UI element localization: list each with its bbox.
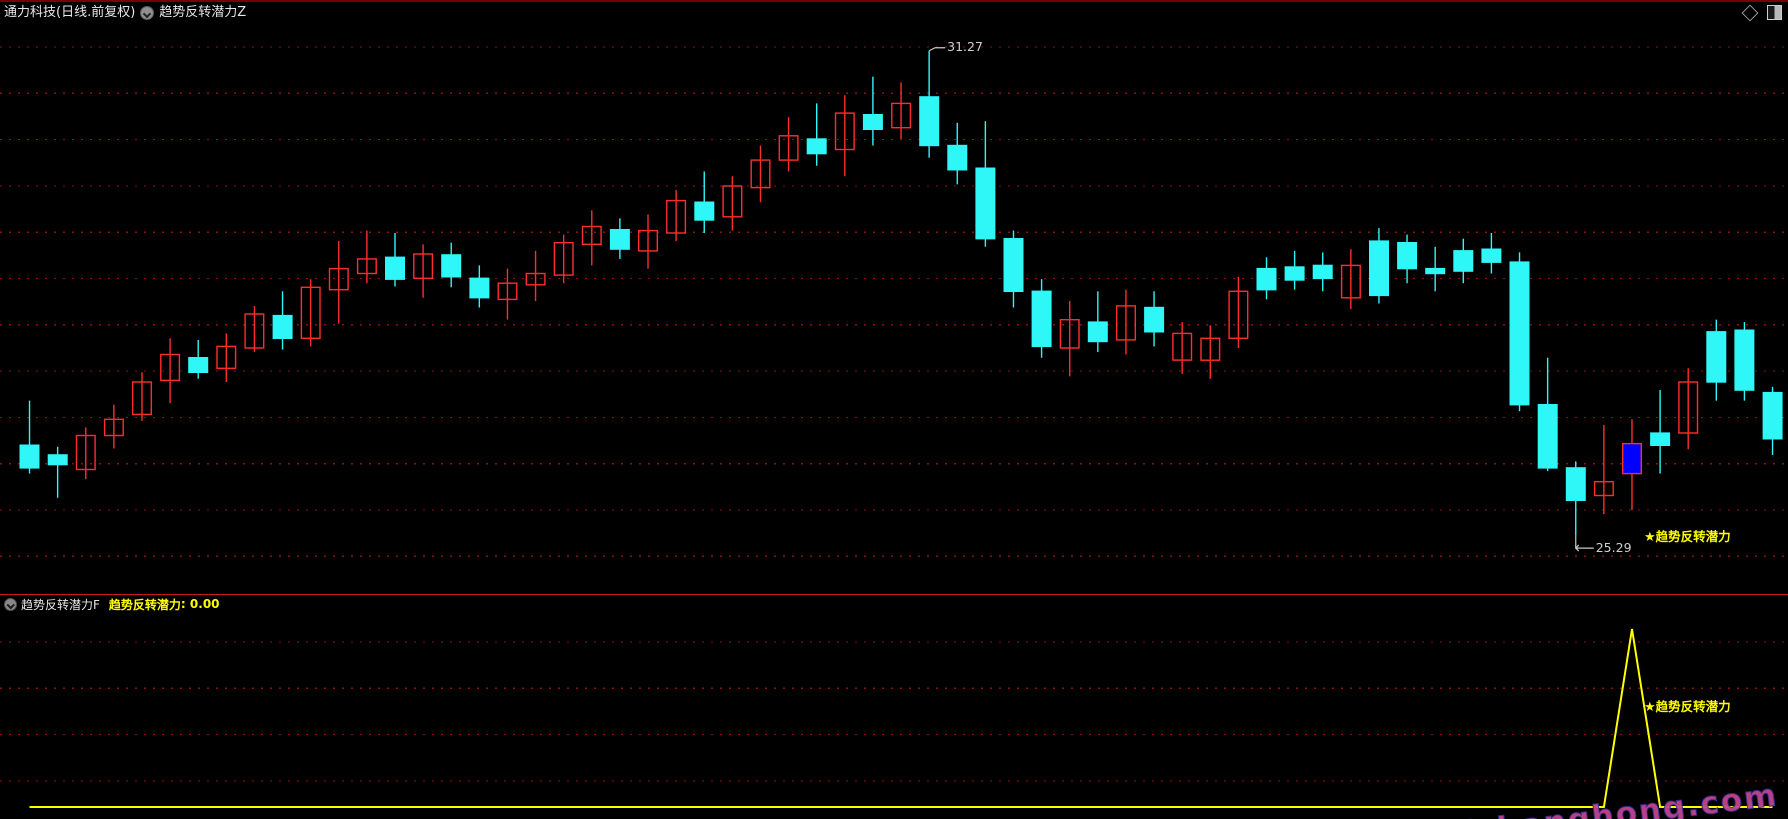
price-chart-panel[interactable]: 31.27 25.29 ★趋势反转潜力 — [0, 21, 1788, 594]
high-price-label: 31.27 — [947, 38, 983, 54]
indicator-panel[interactable]: 趋势反转潜力F 趋势反转潜力: 0.00 ★趋势反转潜力 — [0, 595, 1788, 819]
indicator-legend-name: 趋势反转潜力F — [21, 597, 100, 612]
window-controls — [1741, 4, 1782, 22]
indicator-legend-value: 0.00 — [189, 597, 220, 611]
signal-annotation-main: ★趋势反转潜力 — [1644, 530, 1731, 545]
security-name-label: 通力科技(日线.前复权) — [4, 5, 136, 20]
low-price-label: 25.29 — [1595, 540, 1632, 556]
indicator-line-chart[interactable] — [0, 595, 1788, 819]
indicator-legend: 趋势反转潜力F 趋势反转潜力: 0.00 — [0, 595, 220, 613]
signal-annotation-indicator: ★趋势反转潜力 — [1644, 700, 1731, 715]
star-icon: ★ — [1643, 700, 1656, 716]
candlestick-chart[interactable] — [0, 21, 1788, 594]
signal-annotation-text-indicator: 趋势反转潜力 — [1655, 699, 1731, 715]
circle-chevron-down-icon[interactable] — [140, 5, 155, 20]
signal-annotation-text: 趋势反转潜力 — [1655, 529, 1731, 544]
panel-separator — [0, 594, 1788, 595]
indicator-title-label: 趋势反转潜力Z — [159, 5, 247, 20]
indicator-legend-colon: : — [180, 597, 190, 611]
indicator-legend-value-name: 趋势反转潜力 — [108, 597, 181, 612]
circle-chevron-down-icon[interactable] — [4, 597, 17, 611]
diamond-icon[interactable] — [1741, 4, 1759, 22]
window-split-icon[interactable] — [1767, 5, 1782, 20]
star-icon: ★ — [1643, 530, 1656, 545]
title-bar: 通力科技(日线.前复权) 趋势反转潜力Z — [0, 0, 1788, 23]
